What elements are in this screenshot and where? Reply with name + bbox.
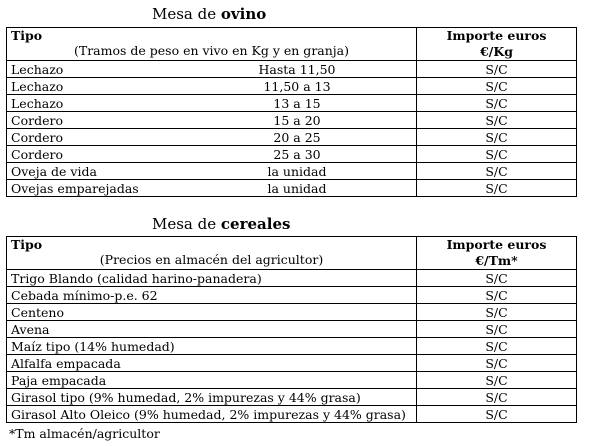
ovino-row-tramo: 11,50 a 13 bbox=[263, 78, 331, 94]
cereales-row: Girasol Alto Oleico (9% humedad, 2% impu… bbox=[6, 405, 577, 423]
cereales-row-importe: S/C bbox=[416, 286, 577, 304]
ovino-header-amount-line2: €/Kg bbox=[480, 44, 513, 59]
cereales-table: Tipo (Precios en almacén del agricultor)… bbox=[6, 236, 577, 423]
cereales-row-tipo: Trigo Blando (calidad harino-panadera) bbox=[6, 269, 417, 287]
cereales-row: Centeno S/C bbox=[6, 303, 577, 321]
ovino-row-tipo: Cordero bbox=[11, 129, 63, 145]
ovino-row-importe: S/C bbox=[416, 111, 577, 129]
ovino-row-tipo: Cordero bbox=[11, 112, 63, 128]
ovino-row: Lechazo 11,50 a 13 S/C bbox=[6, 77, 577, 95]
cereales-row-tipo: Girasol tipo (9% humedad, 2% impurezas y… bbox=[6, 388, 417, 406]
cereales-header-tipo-cell: Tipo (Precios en almacén del agricultor) bbox=[6, 236, 417, 270]
cereales-row: Trigo Blando (calidad harino-panadera) S/… bbox=[6, 269, 577, 287]
ovino-row-tipo: Ovejas emparejadas bbox=[11, 180, 139, 196]
cereales-row-importe: S/C bbox=[416, 320, 577, 338]
ovino-row-tramo: Hasta 11,50 bbox=[258, 61, 336, 77]
ovino-row-tramo: 15 a 20 bbox=[273, 112, 321, 128]
ovino-row-tipo-cell: Oveja de vida la unidad bbox=[6, 162, 417, 180]
ovino-row-importe: S/C bbox=[416, 94, 577, 112]
ovino-row-tipo-cell: Cordero 20 a 25 bbox=[6, 128, 417, 146]
ovino-header-tipo-cell: Tipo (Tramos de peso en vivo en Kg y en … bbox=[6, 27, 417, 61]
ovino-row-tramo: la unidad bbox=[267, 163, 327, 179]
ovino-row-tipo-cell: Cordero 15 a 20 bbox=[6, 111, 417, 129]
cereales-row-tipo: Paja empacada bbox=[6, 371, 417, 389]
ovino-row: Cordero 15 a 20 S/C bbox=[6, 111, 577, 129]
ovino-row-tipo: Lechazo bbox=[11, 61, 64, 77]
cereales-row: Maíz tipo (14% humedad) S/C bbox=[6, 337, 577, 355]
cereales-row-tipo: Centeno bbox=[6, 303, 417, 321]
cereales-caption: Mesa de cereales bbox=[152, 215, 290, 233]
ovino-row-tipo-cell: Lechazo 11,50 a 13 bbox=[6, 77, 417, 95]
ovino-row-tramo: la unidad bbox=[267, 180, 327, 196]
cereales-header-amount-line1: Importe euros bbox=[446, 237, 547, 253]
ovino-header-amount-cell: Importe euros €/Kg bbox=[416, 27, 577, 61]
ovino-row-tramo: 13 a 15 bbox=[273, 95, 321, 111]
ovino-row-importe: S/C bbox=[416, 128, 577, 146]
cereales-row: Paja empacada S/C bbox=[6, 371, 577, 389]
ovino-row-importe: S/C bbox=[416, 179, 577, 197]
cereales-row-importe: S/C bbox=[416, 371, 577, 389]
ovino-row-tramo: 20 a 25 bbox=[273, 129, 321, 145]
ovino-row-tipo-cell: Lechazo 13 a 15 bbox=[6, 94, 417, 112]
cereales-row: Avena S/C bbox=[6, 320, 577, 338]
cereales-row-importe: S/C bbox=[416, 354, 577, 372]
ovino-row-importe: S/C bbox=[416, 145, 577, 163]
cereales-caption-bold: cereales bbox=[220, 215, 291, 233]
ovino-row-tramo: 25 a 30 bbox=[273, 146, 321, 162]
cereales-header-amount-cell: Importe euros €/Tm* bbox=[416, 236, 577, 270]
cereales-header-row: Tipo (Precios en almacén del agricultor)… bbox=[6, 236, 577, 270]
ovino-table: Tipo (Tramos de peso en vivo en Kg y en … bbox=[6, 27, 577, 197]
cereales-row-tipo: Maíz tipo (14% humedad) bbox=[6, 337, 417, 355]
cereales-row-tipo: Cebada mínimo-p.e. 62 bbox=[6, 286, 417, 304]
cereales-row-importe: S/C bbox=[416, 337, 577, 355]
footnote: *Tm almacén/agricultor bbox=[9, 426, 160, 441]
cereales-row-importe: S/C bbox=[416, 303, 577, 321]
cereales-row-tipo: Girasol Alto Oleico (9% humedad, 2% impu… bbox=[6, 405, 417, 423]
cereales-row: Girasol tipo (9% humedad, 2% impurezas y… bbox=[6, 388, 577, 406]
ovino-row-tipo: Lechazo bbox=[11, 78, 64, 94]
ovino-caption: Mesa de ovino bbox=[152, 5, 266, 23]
ovino-header-amount-line1: Importe euros bbox=[446, 28, 547, 44]
cereales-row: Alfalfa empacada S/C bbox=[6, 354, 577, 372]
cereales-row-tipo: Alfalfa empacada bbox=[6, 354, 417, 372]
ovino-row: Lechazo 13 a 15 S/C bbox=[6, 94, 577, 112]
ovino-row: Oveja de vida la unidad S/C bbox=[6, 162, 577, 180]
ovino-row-tipo: Cordero bbox=[11, 146, 63, 162]
ovino-row-tipo: Oveja de vida bbox=[11, 163, 97, 179]
cereales-row: Cebada mínimo-p.e. 62 S/C bbox=[6, 286, 577, 304]
ovino-caption-prefix: Mesa de bbox=[152, 5, 221, 23]
cereales-header-subtitle: (Precios en almacén del agricultor) bbox=[99, 252, 324, 267]
ovino-row-importe: S/C bbox=[416, 60, 577, 78]
ovino-row: Lechazo Hasta 11,50 S/C bbox=[6, 60, 577, 78]
ovino-row-importe: S/C bbox=[416, 162, 577, 180]
ovino-row-tipo: Lechazo bbox=[11, 95, 64, 111]
ovino-row-tipo-cell: Ovejas emparejadas la unidad bbox=[6, 179, 417, 197]
ovino-row-tipo-cell: Cordero 25 a 30 bbox=[6, 145, 417, 163]
ovino-row-importe: S/C bbox=[416, 77, 577, 95]
ovino-header-row: Tipo (Tramos de peso en vivo en Kg y en … bbox=[6, 27, 577, 61]
ovino-row: Cordero 20 a 25 S/C bbox=[6, 128, 577, 146]
ovino-header-tipo: Tipo bbox=[11, 28, 43, 44]
ovino-row-tipo-cell: Lechazo Hasta 11,50 bbox=[6, 60, 417, 78]
ovino-row: Ovejas emparejadas la unidad S/C bbox=[6, 179, 577, 197]
cereales-header-tipo: Tipo bbox=[11, 237, 43, 253]
cereales-row-importe: S/C bbox=[416, 388, 577, 406]
cereales-caption-prefix: Mesa de bbox=[152, 215, 221, 233]
ovino-header-subtitle: (Tramos de peso en vivo en Kg y en granj… bbox=[73, 43, 349, 58]
cereales-row-tipo: Avena bbox=[6, 320, 417, 338]
ovino-caption-bold: ovino bbox=[220, 5, 267, 23]
cereales-header-amount-line2: €/Tm* bbox=[475, 253, 518, 268]
cereales-row-importe: S/C bbox=[416, 405, 577, 423]
cereales-row-importe: S/C bbox=[416, 269, 577, 287]
ovino-row: Cordero 25 a 30 S/C bbox=[6, 145, 577, 163]
